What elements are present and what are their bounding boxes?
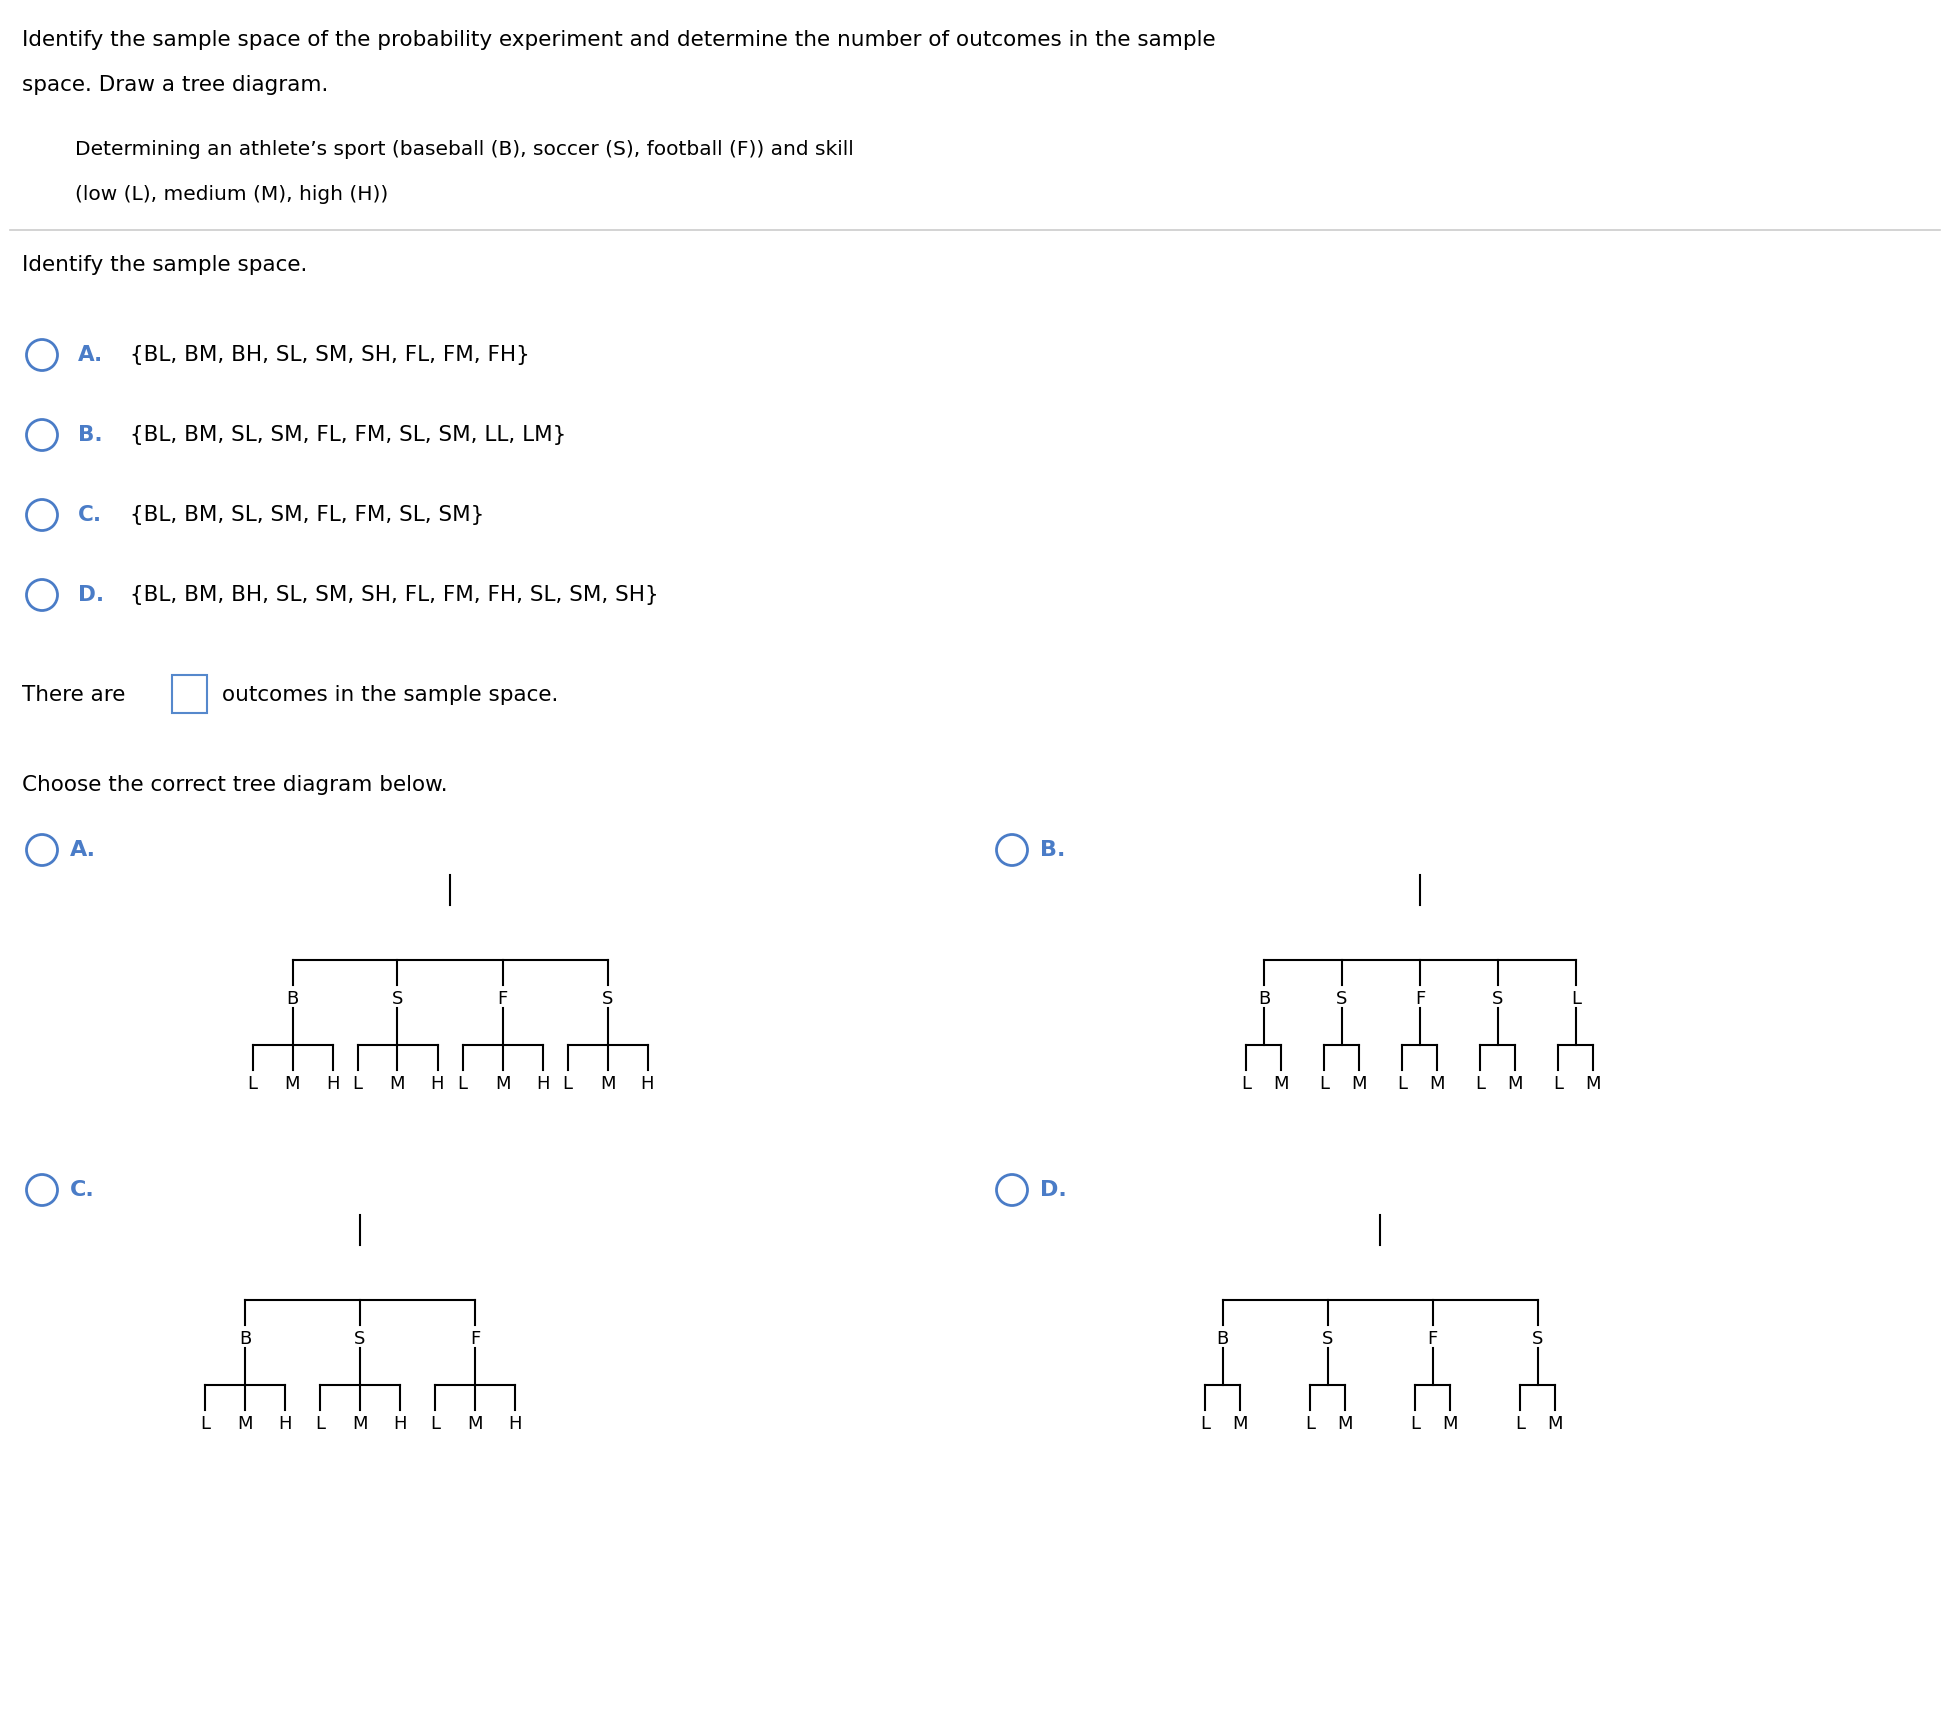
Text: B: B [287, 991, 298, 1008]
Text: M: M [468, 1416, 484, 1433]
Text: {BL, BM, SL, SM, FL, FM, SL, SM, LL, LM}: {BL, BM, SL, SM, FL, FM, SL, SM, LL, LM} [131, 425, 566, 444]
Text: H: H [279, 1416, 292, 1433]
Text: C.: C. [70, 1180, 96, 1201]
Text: L: L [431, 1416, 441, 1433]
Text: M: M [1273, 1076, 1289, 1093]
Text: B.: B. [1039, 840, 1065, 861]
Text: M: M [238, 1416, 254, 1433]
Text: Determining an athlete’s sport (baseball (B), soccer (S), football (F)) and skil: Determining an athlete’s sport (baseball… [74, 141, 854, 160]
Text: M: M [1338, 1416, 1353, 1433]
Text: D.: D. [1039, 1180, 1067, 1201]
Text: D.: D. [78, 585, 103, 606]
Bar [172, 675, 207, 713]
Text: M: M [601, 1076, 616, 1093]
Text: (low (L), medium (M), high (H)): (low (L), medium (M), high (H)) [74, 186, 388, 205]
Text: M: M [1507, 1076, 1523, 1093]
Text: outcomes in the sample space.: outcomes in the sample space. [222, 685, 558, 704]
Text: M: M [285, 1076, 300, 1093]
Text: B: B [1258, 991, 1269, 1008]
Text: M: M [1429, 1076, 1445, 1093]
Text: F: F [497, 991, 507, 1008]
Text: F: F [1416, 991, 1425, 1008]
Text: M: M [1443, 1416, 1459, 1433]
Text: S: S [355, 1331, 367, 1348]
Text: L: L [316, 1416, 326, 1433]
Text: A.: A. [70, 840, 96, 861]
Text: L: L [1305, 1416, 1314, 1433]
Text: L: L [1398, 1076, 1408, 1093]
Text: A.: A. [78, 345, 103, 364]
Text: S: S [1533, 1331, 1542, 1348]
Text: {BL, BM, BH, SL, SM, SH, FL, FM, FH}: {BL, BM, BH, SL, SM, SH, FL, FM, FH} [131, 345, 530, 364]
Text: H: H [642, 1076, 655, 1093]
Text: S: S [1336, 991, 1347, 1008]
Text: C.: C. [78, 505, 101, 526]
Text: Choose the correct tree diagram below.: Choose the correct tree diagram below. [21, 776, 448, 795]
Text: L: L [1320, 1076, 1330, 1093]
Text: space. Draw a tree diagram.: space. Draw a tree diagram. [21, 75, 328, 95]
Text: B: B [1217, 1331, 1228, 1348]
Text: H: H [394, 1416, 408, 1433]
Text: L: L [458, 1076, 468, 1093]
Text: S: S [1492, 991, 1503, 1008]
Text: M: M [353, 1416, 369, 1433]
Text: There are: There are [21, 685, 125, 704]
Text: {BL, BM, BH, SL, SM, SH, FL, FM, FH, SL, SM, SH}: {BL, BM, BH, SL, SM, SH, FL, FM, FH, SL,… [131, 585, 659, 606]
Text: H: H [536, 1076, 550, 1093]
Text: H: H [431, 1076, 445, 1093]
Text: M: M [1351, 1076, 1367, 1093]
Text: {BL, BM, SL, SM, FL, FM, SL, SM}: {BL, BM, SL, SM, FL, FM, SL, SM} [131, 505, 484, 526]
Text: H: H [326, 1076, 339, 1093]
Text: L: L [1572, 991, 1581, 1008]
Text: B: B [240, 1331, 252, 1348]
Text: B.: B. [78, 425, 103, 444]
Text: F: F [470, 1331, 480, 1348]
Text: L: L [1410, 1416, 1420, 1433]
Text: M: M [390, 1076, 406, 1093]
Text: L: L [353, 1076, 363, 1093]
Text: L: L [1242, 1076, 1252, 1093]
Text: L: L [562, 1076, 573, 1093]
Text: S: S [603, 991, 612, 1008]
Text: H: H [509, 1416, 523, 1433]
Text: L: L [248, 1076, 257, 1093]
Text: M: M [1232, 1416, 1248, 1433]
Text: L: L [1515, 1416, 1525, 1433]
Text: M: M [1585, 1076, 1601, 1093]
Text: M: M [1546, 1416, 1562, 1433]
Text: S: S [392, 991, 404, 1008]
Text: S: S [1322, 1331, 1334, 1348]
Text: F: F [1427, 1331, 1437, 1348]
Text: L: L [1554, 1076, 1564, 1093]
Text: L: L [201, 1416, 211, 1433]
Text: L: L [1199, 1416, 1211, 1433]
Text: L: L [1476, 1076, 1486, 1093]
Text: M: M [495, 1076, 511, 1093]
Text: Identify the sample space of the probability experiment and determine the number: Identify the sample space of the probabi… [21, 29, 1215, 50]
Text: Identify the sample space.: Identify the sample space. [21, 255, 308, 276]
